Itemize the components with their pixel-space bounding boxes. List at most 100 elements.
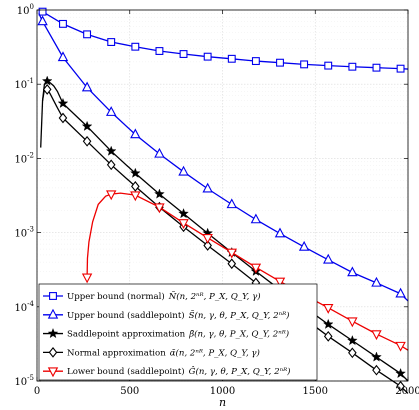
series-2-marker — [395, 287, 406, 298]
legend-label: Saddlepoint approximation β̂(n, γ, θ, P_X… — [67, 329, 289, 340]
series-2-marker — [105, 106, 117, 116]
series-2-marker — [130, 128, 141, 139]
legend-label: Normal approximation α̃(n, 2ⁿᴿ, P_X, Q_Y,… — [67, 347, 260, 358]
legend-label-main: Lower bound (saddlepoint) — [67, 366, 185, 377]
series-1-marker — [155, 47, 164, 55]
series-3-marker — [130, 167, 141, 178]
series-2-marker — [323, 253, 334, 264]
series-2-marker — [154, 147, 165, 158]
y-tick-base: 10 — [14, 377, 27, 388]
y-tick-exponent: -5 — [27, 374, 34, 382]
series-3-marker — [395, 367, 406, 379]
series-5 — [81, 190, 409, 352]
y-tick-exponent: -1 — [27, 77, 34, 85]
series-1-marker — [396, 64, 405, 73]
legend-marker — [49, 292, 57, 300]
x-tick-label: 1500 — [303, 386, 328, 397]
series-2-marker — [57, 51, 69, 62]
series-2-marker — [274, 227, 286, 238]
series-5-marker — [81, 273, 93, 284]
series-2-marker — [226, 198, 237, 209]
grid — [36, 9, 409, 382]
series-4-marker — [372, 364, 381, 376]
legend-item: Normal approximation α̃(n, 2ⁿᴿ, P_X, Q_Y,… — [43, 346, 260, 358]
x-tick-label: 2000 — [395, 386, 419, 397]
y-tick-label: 10-3 — [14, 226, 34, 240]
series-2-marker — [37, 15, 48, 26]
series-1-marker — [59, 19, 67, 28]
legend-marker — [47, 328, 59, 339]
series-5-marker — [130, 191, 141, 202]
y-tick-base: 10 — [14, 303, 27, 314]
series-5-marker — [347, 317, 358, 328]
series-5-marker — [178, 219, 189, 230]
legend-item: Lower bound (saddlepoint) Ĝ(n, γ, θ, P_X,… — [43, 365, 291, 378]
series-4-marker — [58, 112, 68, 124]
legend-item: Upper bound (saddlepoint) S̃(n, γ, θ, P_X… — [43, 308, 290, 321]
x-tick-label: 0 — [34, 386, 40, 397]
series-1 — [38, 7, 409, 73]
series-1-marker — [227, 54, 236, 63]
series-1-marker — [203, 52, 212, 61]
y-tick-exponent: -3 — [27, 226, 34, 234]
series-3-marker — [57, 97, 69, 108]
legend-marker — [47, 308, 59, 319]
series-4-marker — [42, 84, 52, 95]
y-tick-label: 10-1 — [14, 77, 34, 91]
series-4-line — [41, 88, 409, 394]
y-tick-label: 10-4 — [14, 300, 34, 314]
series-4-marker — [396, 380, 405, 392]
legend-label-math: α̃(n, 2ⁿᴿ, P_X, Q_Y, γ) — [170, 347, 260, 358]
legend-label-math: β̂(n, γ, θ, P_X, Q_Y, 2ⁿᴿ) — [188, 329, 289, 340]
legend-box — [38, 283, 318, 381]
series-1-marker — [38, 7, 47, 16]
series-4-marker — [82, 135, 92, 147]
series-1-marker — [179, 50, 188, 58]
series-5-marker — [323, 304, 334, 314]
series-2-marker — [347, 266, 358, 277]
legend-item: Upper bound (normal) Ñ(n, 2ⁿᴿ, P_X, Q_Y, … — [43, 290, 261, 302]
x-tick-label: 1000 — [210, 386, 235, 397]
series-3-marker — [41, 75, 53, 86]
series-2-marker — [178, 165, 189, 176]
series-3-marker — [81, 120, 93, 131]
series-3-marker — [105, 145, 117, 156]
series-1-line — [42, 11, 409, 70]
legend-marker — [47, 367, 59, 378]
y-tick-base: 10 — [17, 6, 30, 17]
series-2 — [37, 13, 409, 302]
series-4 — [41, 84, 409, 394]
series-5-marker — [395, 341, 406, 352]
series-4-marker — [323, 330, 333, 342]
series-1-marker — [251, 57, 260, 66]
y-tick-label: 10-5 — [14, 374, 34, 388]
series-1-marker — [348, 62, 357, 71]
series-3-marker — [322, 318, 334, 329]
legend-label-main: Normal approximation — [67, 348, 166, 358]
series-1-marker — [107, 38, 116, 46]
y-tick-base: 10 — [14, 229, 27, 240]
legend-label-main: Upper bound (saddlepoint) — [67, 310, 185, 321]
legend-label-math: S̃(n, γ, θ, P_X, Q_Y, 2ⁿᴿ) — [189, 309, 290, 321]
series-4-marker — [131, 180, 140, 192]
series-4-marker — [203, 240, 212, 251]
series-5-marker — [371, 330, 382, 341]
series-1-marker — [324, 61, 333, 70]
legend: Upper bound (normal) Ñ(n, 2ⁿᴿ, P_X, Q_Y, … — [38, 283, 318, 381]
legend-label-main: Saddlepoint approximation — [67, 330, 186, 340]
y-tick-exponent: 0 — [30, 3, 34, 11]
series-5-marker — [202, 234, 213, 244]
series-2-marker — [371, 276, 382, 287]
legend-label: Lower bound (saddlepoint) Ĝ(n, γ, θ, P_X,… — [67, 365, 291, 377]
legend-item: Saddlepoint approximation β̂(n, γ, θ, P_X… — [43, 328, 289, 340]
y-tick-base: 10 — [14, 154, 27, 165]
series-2-marker — [202, 182, 213, 193]
series-4-marker — [348, 347, 357, 359]
series-4-marker — [227, 258, 237, 270]
series-4-marker — [106, 159, 116, 171]
legend-label: Upper bound (normal) Ñ(n, 2ⁿᴿ, P_X, Q_Y, … — [67, 290, 261, 302]
legend-marker — [48, 346, 58, 358]
series-5-marker — [154, 203, 165, 214]
series-1-marker — [131, 42, 140, 51]
